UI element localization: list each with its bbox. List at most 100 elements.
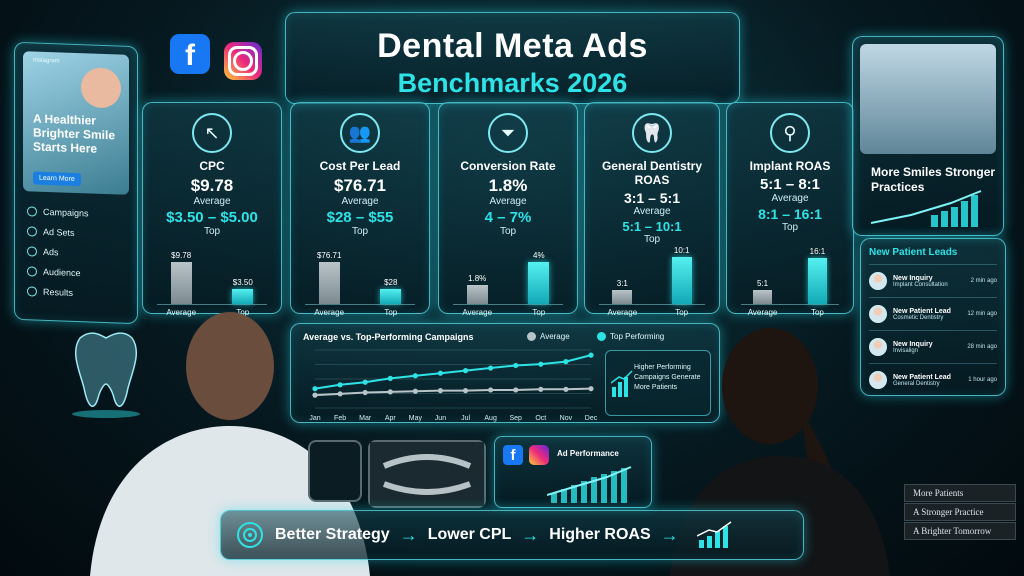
x-tick-label: May [409,415,423,422]
growth-chart-icon [696,521,732,548]
x-tick-label: Mar [359,415,372,422]
funnel-icon: ⏷ [488,113,528,153]
line-chart: Jan Feb Mar Apr May Jun Jul Aug Sep Oct Nov Dec [309,349,598,422]
average-bar [753,289,772,304]
mini-bar-chart: 3:1 Average 10:1 Top [599,235,705,317]
book-stronger-practice: A Stronger Practice [904,503,1016,521]
legend-swatch [527,332,536,341]
ads-icon [27,246,37,257]
metric-card-implant-roas[interactable]: ⚲ Implant ROAS 5:1 – 8:1 Average 8:1 – 1… [726,102,854,317]
metric-top: 5:1 – 10:1 [622,219,682,234]
metric-top-caption: Top [643,234,661,245]
metric-average: $76.71 [334,176,386,195]
growth-arrow-icon [611,370,633,397]
lead-row[interactable]: New Inquiry Invisalign 28 min ago [869,330,997,363]
book-more-patients: More Patients [904,484,1016,502]
implant-icon: ⚲ [770,113,810,153]
data-point [437,370,444,376]
right-promo-panel: More Smiles Stronger Practices [852,36,1004,236]
banner-step-strategy: Better Strategy [275,526,390,543]
xray-tablet[interactable] [368,440,486,508]
clinic-room-image [860,44,996,154]
sidebar-item-label: Results [43,286,74,298]
avatar [869,272,887,290]
bar-axis-label: Top [810,308,824,317]
bar-axis-label: Average [314,308,345,317]
legend-top-performing: Top Performing [597,332,664,341]
title-panel: Dental Meta Ads Benchmarks 2026 [285,12,740,104]
campaigns-icon [27,206,37,217]
bar-value-label: $28 [384,277,398,287]
metric-average: 5:1 – 8:1 [759,176,821,193]
metric-label: Implant ROAS [749,159,831,173]
bar-axis-label: Top [675,308,689,317]
series-line-top-performing [314,354,592,390]
average-bar-group: 5:1 [747,235,778,304]
metric-card-cost-per-lead[interactable]: 👥 Cost Per Lead $76.71 Average $28 – $55… [290,102,430,317]
bar-axis-label: Average [607,308,638,317]
insight-box: Higher Performing Campaigns Generate Mor… [605,350,711,416]
top-bar [232,288,254,304]
metric-average: 1.8% [488,176,528,195]
bar-value-label: 5:1 [756,278,769,288]
metric-top: $28 – $55 [326,209,394,226]
metric-top: 4 – 7% [484,209,532,226]
ad-preview[interactable]: Instagram A Healthier Brighter Smile Sta… [23,51,129,195]
target-icon [237,522,263,548]
banner-step-roas: Higher ROAS [549,526,651,543]
lead-row[interactable]: New Patient Lead General Dentistry 1 hour… [869,363,997,396]
leads-header: New Patient Leads [869,247,958,258]
data-point [337,391,343,397]
bar-value-label: $76.71 [316,251,342,261]
lead-name: New Inquiry [893,340,933,348]
ad-headline: A Healthier Brighter Smile Starts Here [33,111,116,156]
metric-top-caption: Top [499,226,517,237]
top-bar-group: 10:1 [665,235,699,304]
audience-icon [27,266,37,277]
book-brighter-tomorrow: A Brighter Tomorrow [904,522,1016,540]
arrow-right-icon: → [521,524,540,545]
metric-label: Cost Per Lead [319,159,401,173]
tablet-device[interactable] [308,440,362,502]
ad-performance-tablet[interactable]: f Ad Performance [494,436,652,508]
x-tick-label: Jul [461,415,470,422]
sidebar-item-results[interactable]: Results [27,281,125,304]
average-bar-group: $76.71 [312,235,347,304]
data-point [312,386,318,392]
x-tick-label: Jan [309,415,320,422]
lead-row[interactable]: New Inquiry Implant Consultation 2 min ag… [869,264,997,297]
sidebar-item-label: Ads [43,246,59,258]
growth-mini-chart [871,190,982,227]
learn-more-button[interactable]: Learn More [33,171,81,187]
ad-performance-title: Ad Performance [557,449,619,458]
bar-value-label: $3.50 [232,277,253,287]
bar-axis-label: Top [384,308,398,317]
metric-card-general-dentistry-roas[interactable]: 🦷 General Dentistry ROAS 3:1 – 5:1 Avera… [584,102,720,317]
metric-card-conversion-rate[interactable]: ⏷ Conversion Rate 1.8% Average 4 – 7% To… [438,102,578,317]
lead-name: New Inquiry [893,274,933,282]
data-point [563,386,569,392]
metric-card-cpc[interactable]: ↖ CPC $9.78 Average $3.50 – $5.00 Top $9… [142,102,282,317]
metric-label: CPC [199,159,225,173]
mini-bar-chart: $9.78 Average $3.50 Top [157,235,267,317]
legend-label: Top Performing [610,332,665,341]
lead-service: Cosmetic Dentistry [893,314,944,321]
top-bar [380,288,402,304]
ad-sets-icon [27,226,37,237]
data-point [563,359,569,365]
mini-bar-chart: 5:1 Average 16:1 Top [741,235,839,317]
data-point [538,386,544,392]
metric-average-caption: Average [193,196,231,207]
average-bar-group: 1.8% [460,235,495,304]
x-tick-label: Nov [560,415,573,422]
instagram-logo-icon [224,42,262,80]
bar-value-label: 16:1 [809,246,826,256]
top-bar [528,262,550,304]
lead-row[interactable]: New Patient Lead Cosmetic Dentistry 12 mi… [869,297,997,330]
bar-value-label: 1.8% [468,274,487,284]
legend-average: Average [527,332,570,341]
data-point [337,382,343,388]
metric-average: $9.78 [190,176,234,195]
lead-time: 12 min ago [967,311,997,317]
top-bar-group: $28 [373,235,408,304]
